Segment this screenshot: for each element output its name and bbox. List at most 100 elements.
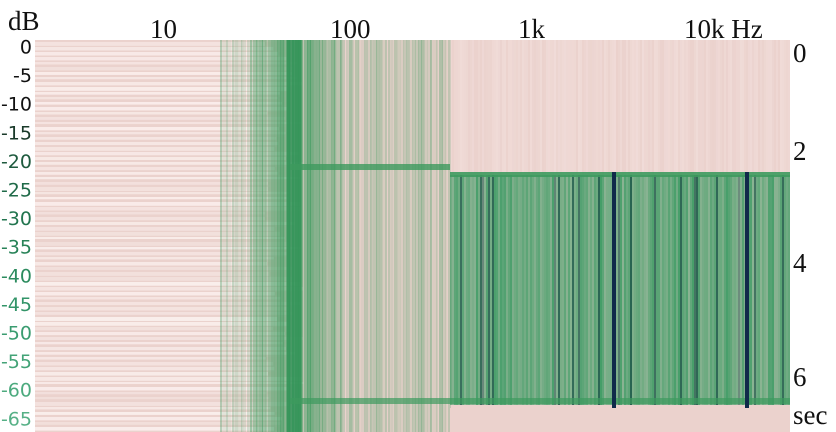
texture-speck (560, 40, 562, 175)
texture-band (660, 175, 662, 405)
texture-speck (476, 40, 478, 175)
texture-speck (550, 40, 552, 175)
texture-band (686, 175, 688, 405)
texture-speck (700, 40, 702, 175)
texture-band (478, 175, 480, 405)
texture-band (742, 175, 744, 405)
texture-speck (622, 40, 624, 175)
texture-speck (688, 40, 690, 175)
texture-band (256, 40, 259, 432)
db-label: -55 (1, 351, 32, 373)
texture-band (778, 175, 780, 405)
texture-band (552, 175, 554, 405)
texture-speck (754, 40, 756, 175)
texture-band (532, 175, 534, 405)
texture-speck (678, 40, 680, 175)
texture-speck (570, 40, 572, 175)
texture-band (520, 175, 522, 405)
texture-band (430, 40, 432, 432)
texture-band (696, 175, 698, 405)
texture-band (301, 40, 303, 432)
texture-speck (500, 40, 502, 175)
texture-band (325, 40, 328, 432)
texture-speck (538, 40, 540, 175)
texture-band (644, 175, 646, 405)
texture-speck (582, 40, 584, 175)
texture-speck (462, 40, 464, 175)
texture-band (638, 175, 640, 405)
texture-band (370, 40, 373, 432)
texture-speck (488, 40, 490, 175)
texture-speck (778, 40, 780, 175)
texture-band (241, 40, 244, 432)
texture-band (271, 40, 274, 432)
texture-speck (574, 40, 576, 175)
texture-speck (720, 40, 722, 175)
texture-speck (590, 40, 592, 175)
texture-speck (776, 40, 778, 175)
texture-band (676, 175, 678, 405)
texture-speck (584, 40, 586, 175)
texture-band (760, 175, 762, 405)
db-label: -15 (1, 122, 32, 144)
texture-band (403, 40, 406, 432)
db-label: -45 (1, 294, 32, 316)
texture-band (472, 175, 474, 405)
texture-band (504, 175, 506, 405)
texture-speck (562, 40, 564, 175)
texture-speck (706, 40, 708, 175)
texture-speck (740, 40, 742, 175)
texture-speck (738, 40, 740, 175)
texture-speck (506, 40, 508, 175)
texture-band (546, 175, 548, 405)
texture-speck (758, 40, 760, 175)
texture-speck (612, 40, 614, 175)
texture-band (698, 175, 700, 405)
texture-band (770, 175, 772, 405)
texture-band (646, 175, 648, 405)
texture-speck (490, 40, 492, 175)
texture-speck (652, 40, 654, 175)
texture-speck (608, 40, 610, 175)
texture-speck (508, 40, 510, 175)
texture-band (626, 175, 628, 405)
texture-band (782, 175, 784, 405)
texture-band (229, 40, 231, 432)
frequency-label: 100 (330, 14, 371, 44)
texture-band (708, 175, 710, 405)
texture-band (334, 40, 337, 432)
texture-speck (766, 40, 768, 175)
texture-speck (714, 40, 716, 175)
texture-band (616, 175, 618, 405)
texture-band (474, 175, 476, 405)
texture-speck (788, 40, 790, 175)
texture-band (672, 175, 674, 405)
texture-band (391, 40, 394, 432)
texture-band (578, 175, 580, 405)
texture-speck (460, 40, 462, 175)
texture-speck (660, 40, 662, 175)
texture-speck (464, 40, 466, 175)
texture-band (610, 175, 612, 405)
texture-band (492, 175, 494, 405)
texture-band (576, 175, 578, 405)
texture-band (382, 40, 385, 432)
texture-band (349, 40, 352, 432)
texture-band (716, 175, 718, 405)
texture-speck (554, 40, 556, 175)
texture-speck (752, 40, 754, 175)
texture-band (680, 175, 682, 405)
texture-speck (496, 40, 498, 175)
texture-speck (450, 40, 452, 175)
texture-dark (745, 172, 749, 408)
texture-speck (616, 40, 618, 175)
texture-band (226, 40, 228, 432)
texture-band (774, 175, 776, 405)
texture-band (502, 175, 504, 405)
texture-band (379, 40, 382, 432)
texture-band (468, 175, 470, 405)
texture-band (358, 40, 360, 432)
texture-speck (670, 40, 672, 175)
texture-band (704, 175, 706, 405)
texture-band (652, 175, 654, 405)
